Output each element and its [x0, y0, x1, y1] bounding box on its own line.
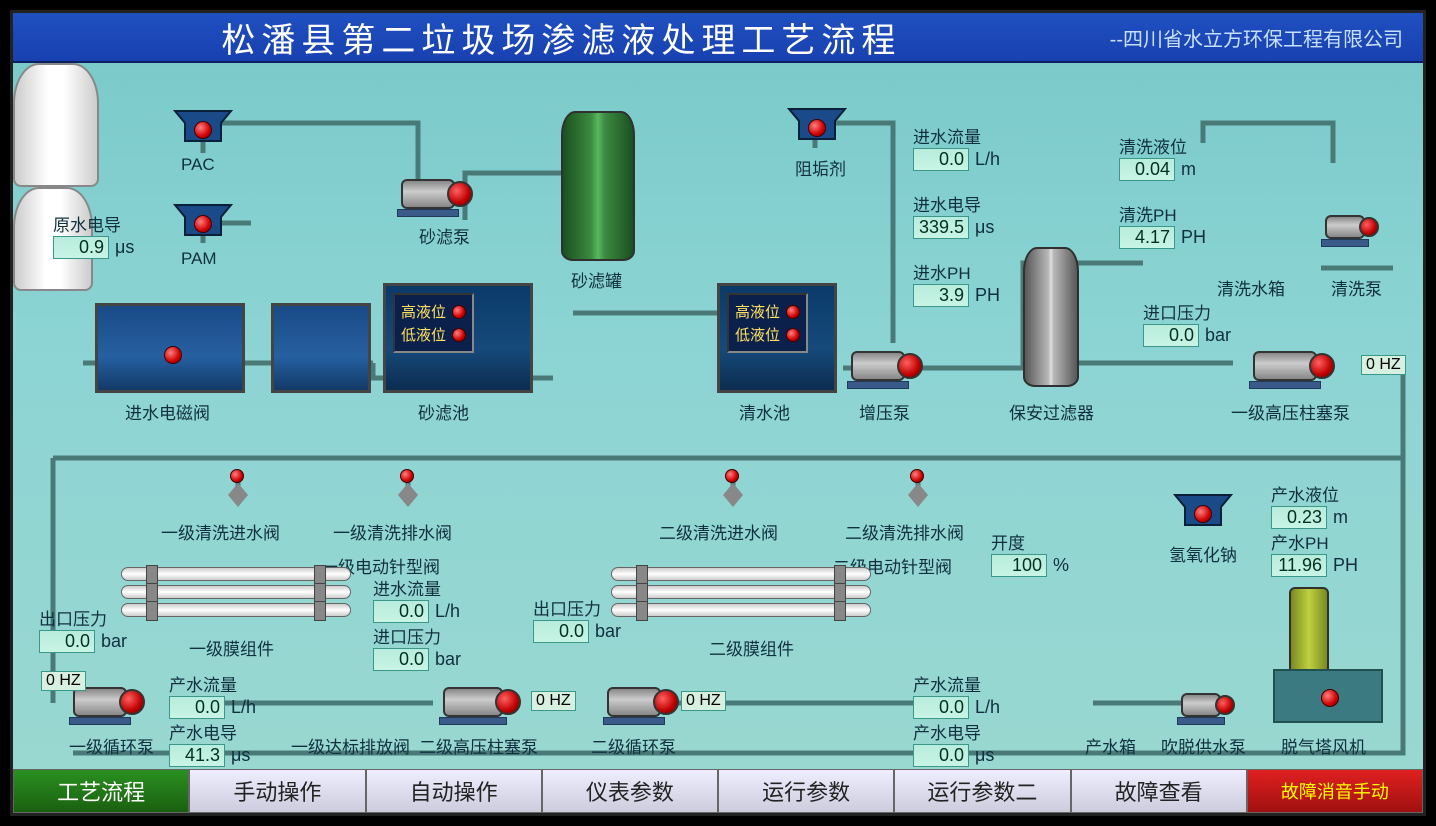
pump-clean[interactable]: [1325, 215, 1365, 239]
pump-circ2[interactable]: [607, 687, 661, 717]
label-clean-pump: 清洗泵: [1331, 275, 1382, 300]
nav-fault[interactable]: 故障查看: [1071, 769, 1247, 813]
label-clean-out1: 一级清洗排水阀: [333, 519, 452, 544]
circ1-hz: 0 HZ: [41, 671, 86, 691]
nav-meter[interactable]: 仪表参数: [542, 769, 718, 813]
block-clean: 清洗液位 0.04m 清洗PH 4.17PH: [1119, 133, 1206, 249]
tank-inlet: [95, 303, 245, 393]
label-booster: 增压泵: [859, 399, 910, 424]
hopper-antiscalant: [787, 107, 847, 147]
pump-booster[interactable]: [851, 351, 905, 381]
label-clear-tank: 清水池: [739, 399, 790, 424]
nav-process[interactable]: 工艺流程: [13, 769, 189, 813]
pump-sand[interactable]: [401, 179, 455, 209]
valve-clean-out2[interactable]: [901, 483, 935, 513]
label-antiscalant: 阻垢剂: [795, 155, 846, 180]
status-clear: 高液位 低液位: [727, 293, 808, 353]
label-pam: PAM: [181, 249, 217, 269]
pump-hp1[interactable]: [1253, 351, 1317, 381]
pipes: [13, 63, 1423, 769]
label-membrane1: 一级膜组件: [189, 635, 274, 660]
raw-cond-value: 0.9: [53, 236, 109, 259]
hopper-pam: [173, 203, 233, 243]
label-blow: 吹脱供水泵: [1161, 733, 1246, 758]
opening-label: 开度 100%: [991, 529, 1069, 577]
process-canvas: PAC PAM 原水电导 0.9μs 进水电磁阀 高液位 低液位 砂滤池 砂滤泵: [13, 63, 1423, 769]
valve-clean-in1[interactable]: [221, 483, 255, 513]
navbar: 工艺流程 手动操作 自动操作 仪表参数 运行参数 运行参数二 故障查看 故障消音…: [13, 769, 1423, 813]
prod-readings: 产水液位 0.23m 产水PH 11.96PH: [1271, 481, 1358, 577]
raw-cond-label: 原水电导 0.9μs: [53, 211, 134, 259]
label-circ2: 二级循环泵: [591, 733, 676, 758]
label-security-filter: 保安过滤器: [1009, 399, 1094, 424]
led-pac: [194, 121, 212, 139]
label-discharge1: 一级达标排放阀: [291, 733, 410, 758]
hp2-hz: 0 HZ: [531, 691, 576, 711]
pump-circ1[interactable]: [73, 687, 127, 717]
label-hp1: 一级高压柱塞泵: [1231, 399, 1350, 424]
degas-fan: [1273, 669, 1383, 723]
label-sand-tower: 砂滤罐: [571, 267, 622, 292]
label-degas: 脱气塔风机: [1281, 733, 1366, 758]
pump-blow[interactable]: [1181, 693, 1221, 717]
hmi-screen: 松潘县第二垃圾场渗滤液处理工艺流程 --四川省水立方环保工程有限公司: [10, 10, 1426, 816]
status-sand: 高液位 低液位: [393, 293, 474, 353]
prod2-block: 产水流量 0.0L/h 产水电导 0.0μs: [913, 671, 1000, 767]
valve-clean-in2[interactable]: [716, 483, 750, 513]
inlet-pressure-label: 进口压力 0.0bar: [1143, 299, 1231, 347]
pump-hp2[interactable]: [443, 687, 503, 717]
label-clean-tank: 清洗水箱: [1217, 275, 1285, 300]
valve-clean-out1[interactable]: [391, 483, 425, 513]
prod1-block: 产水流量 0.0L/h 产水电导 41.3μs: [169, 671, 256, 767]
nav-manual[interactable]: 手动操作: [189, 769, 365, 813]
hopper-naoh: [1173, 493, 1233, 533]
label-membrane2: 二级膜组件: [709, 635, 794, 660]
hp1-hz: 0 HZ: [1361, 355, 1406, 375]
label-sand-tank: 砂滤池: [418, 399, 469, 424]
nav-auto[interactable]: 自动操作: [366, 769, 542, 813]
security-filter: [1023, 247, 1079, 387]
label-hp2: 二级高压柱塞泵: [419, 733, 538, 758]
circ2-hz: 0 HZ: [681, 691, 726, 711]
label-naoh: 氢氧化钠: [1169, 541, 1237, 566]
membrane-1: [121, 563, 351, 619]
label-sand-pump: 砂滤泵: [419, 223, 470, 248]
m1-inflow: 进水流量 0.0L/h 进口压力 0.0bar: [373, 575, 461, 671]
membrane-2: [611, 563, 871, 619]
nav-run2[interactable]: 运行参数二: [894, 769, 1070, 813]
m1-outP: 出口压力 0.0bar: [39, 605, 127, 653]
label-circ1: 一级循环泵: [69, 733, 154, 758]
label-clean-out2: 二级清洗排水阀: [845, 519, 964, 544]
label-clean-in2: 二级清洗进水阀: [659, 519, 778, 544]
block-inlet: 进水流量 0.0L/h 进水电导 339.5μs 进水PH 3.9PH: [913, 123, 1000, 307]
tank-mid: [271, 303, 371, 393]
label-pac: PAC: [181, 155, 215, 175]
nav-run1[interactable]: 运行参数: [718, 769, 894, 813]
led-pam: [194, 215, 212, 233]
hopper-pac: [173, 109, 233, 149]
label-prod-tank: 产水箱: [1085, 733, 1136, 758]
company-subtitle: --四川省水立方环保工程有限公司: [1110, 23, 1423, 52]
label-inlet-valve: 进水电磁阀: [125, 399, 210, 424]
m2-outP: 出口压力 0.0bar: [533, 595, 621, 643]
tower-sand: [561, 111, 635, 261]
header-bar: 松潘县第二垃圾场渗滤液处理工艺流程 --四川省水立方环保工程有限公司: [13, 13, 1423, 63]
nav-mute[interactable]: 故障消音手动: [1247, 769, 1423, 813]
clean-tank: [13, 63, 99, 187]
label-clean-in1: 一级清洗进水阀: [161, 519, 280, 544]
page-title: 松潘县第二垃圾场渗滤液处理工艺流程: [13, 13, 1110, 62]
led-inlet: [164, 346, 182, 364]
